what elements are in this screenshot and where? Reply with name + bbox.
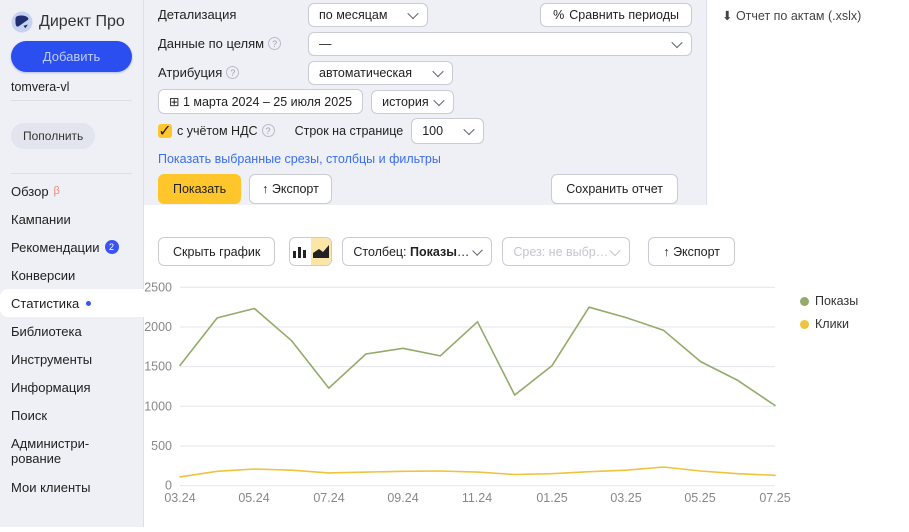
svg-text:05.25: 05.25 [684, 491, 715, 505]
svg-text:05.24: 05.24 [238, 491, 269, 505]
svg-text:03.25: 03.25 [610, 491, 641, 505]
svg-text:07.24: 07.24 [313, 491, 344, 505]
svg-text:09.24: 09.24 [387, 491, 418, 505]
svg-text:07.25: 07.25 [759, 491, 790, 505]
svg-text:03.24: 03.24 [164, 491, 195, 505]
svg-text:11.24: 11.24 [462, 491, 492, 505]
svg-text:01.25: 01.25 [536, 491, 567, 505]
svg-text:1500: 1500 [144, 360, 172, 374]
svg-text:2500: 2500 [144, 280, 172, 294]
svg-text:500: 500 [151, 439, 172, 453]
svg-text:1000: 1000 [144, 399, 172, 413]
svg-text:2000: 2000 [144, 320, 172, 334]
